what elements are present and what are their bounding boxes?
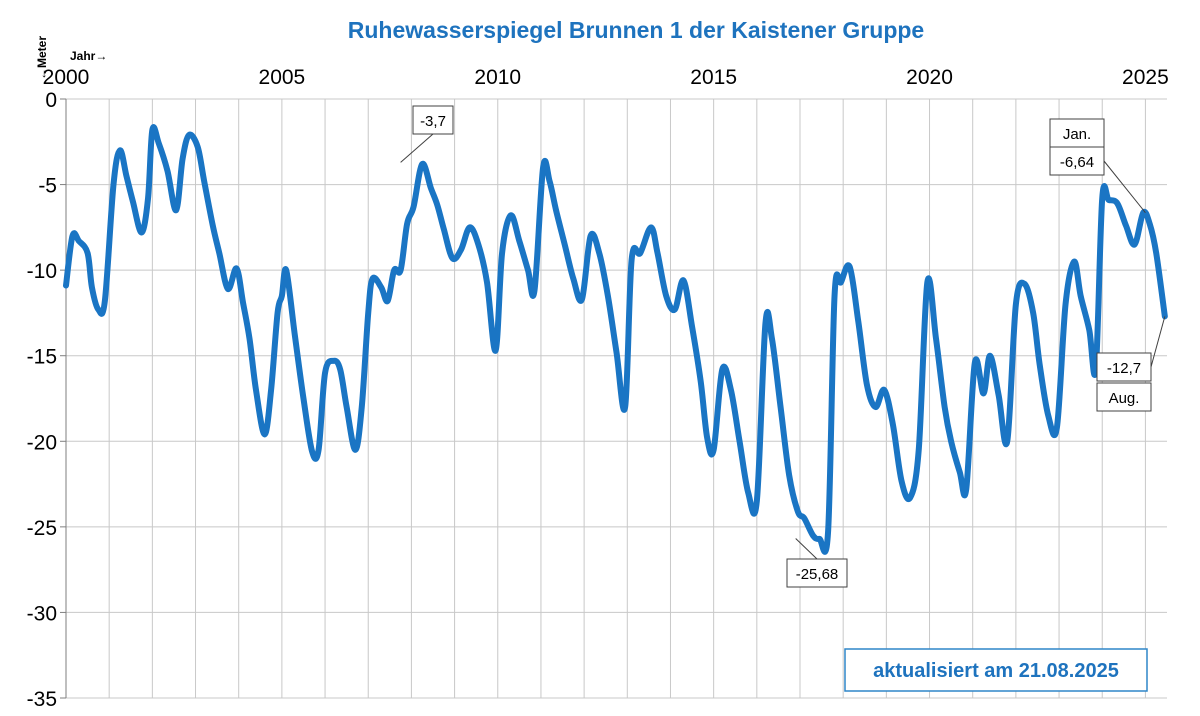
callout-leader-line (795, 538, 818, 560)
callout-value-label: -3,7 (420, 113, 446, 130)
x-tick-label: 2000 (43, 66, 90, 89)
callout-leader-line (1103, 160, 1146, 213)
callout-value-label: -12,7 (1107, 360, 1141, 377)
series-layer (63, 124, 1168, 555)
axes: 0 -5 -10 -15 -20 -25 -30 -35 2000 2005 2010 2015 202… (27, 66, 1169, 711)
callout-value-label: -6,64 (1060, 154, 1094, 171)
callout-leader-line (400, 133, 434, 163)
callout-box (1049, 146, 1105, 176)
x-tick-label: 2010 (474, 66, 521, 89)
x-axis-unit-label: Jahr→ (70, 49, 107, 63)
x-tick-label: 2025 (1122, 66, 1169, 89)
callout-box (412, 105, 454, 135)
callout-sublabel: Jan. (1063, 126, 1091, 143)
callout-box (1096, 352, 1152, 382)
y-axis-unit-label: ←Meter (35, 36, 49, 80)
grid (65, 98, 1167, 699)
y-tick-label: -25 (27, 517, 57, 540)
update-stamp-box (844, 648, 1148, 692)
y-tick-label: -10 (27, 260, 57, 283)
chart-title: Ruhewasserspiegel Brunnen 1 der Kaistene… (348, 17, 924, 43)
annotations: -3,7 -25,68 Jan. -6,64 Aug. -12,7 (400, 105, 1166, 588)
update-stamp-text: aktualisiert am 21.08.2025 (873, 660, 1119, 682)
update-stamp: aktualisiert am 21.08.2025 (844, 648, 1148, 692)
callout-box (786, 558, 848, 588)
y-tick-label: 0 (45, 89, 57, 112)
x-tick-label: 2005 (259, 66, 306, 89)
y-tick-label: -35 (27, 688, 57, 711)
y-tick-label: -30 (27, 602, 57, 625)
water-level-series-line (63, 124, 1168, 555)
callout-sublabel: Aug. (1109, 390, 1140, 407)
callout-leader-line (1150, 316, 1166, 368)
callout-sublabel-box (1096, 382, 1152, 412)
callout-value-label: -25,68 (796, 566, 839, 583)
y-tick-label: -5 (38, 175, 57, 198)
y-tick-label: -20 (27, 431, 57, 454)
x-tick-label: 2020 (906, 66, 953, 89)
y-tick-label: -15 (27, 346, 57, 369)
callout-sublabel-box (1049, 118, 1105, 148)
x-tick-label: 2015 (690, 66, 737, 89)
